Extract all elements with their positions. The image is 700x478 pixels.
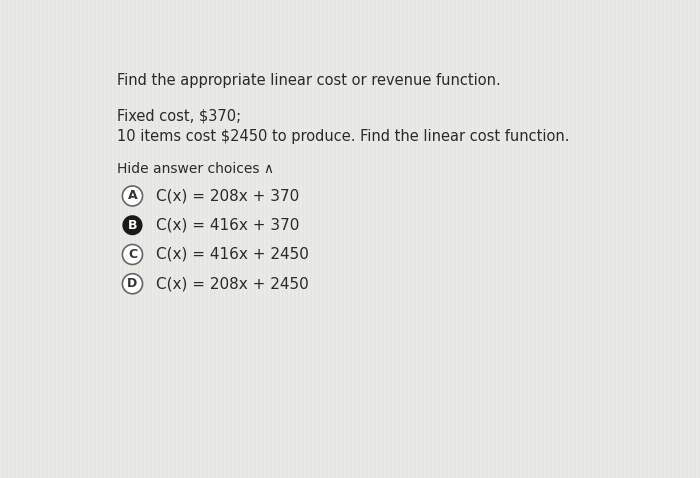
Text: Fixed cost, $370;: Fixed cost, $370; xyxy=(117,108,241,123)
Text: B: B xyxy=(127,219,137,232)
Circle shape xyxy=(122,215,143,235)
Text: C(x) = 416x + 2450: C(x) = 416x + 2450 xyxy=(155,247,309,262)
Text: A: A xyxy=(127,189,137,203)
Text: C: C xyxy=(128,248,137,261)
Text: D: D xyxy=(127,277,138,290)
Circle shape xyxy=(122,274,143,294)
Text: C(x) = 416x + 370: C(x) = 416x + 370 xyxy=(155,217,299,233)
Circle shape xyxy=(122,186,143,206)
Text: C(x) = 208x + 2450: C(x) = 208x + 2450 xyxy=(155,276,309,291)
Text: C(x) = 208x + 370: C(x) = 208x + 370 xyxy=(155,188,299,204)
Text: 10 items cost $2450 to produce. Find the linear cost function.: 10 items cost $2450 to produce. Find the… xyxy=(117,129,570,144)
Text: Find the appropriate linear cost or revenue function.: Find the appropriate linear cost or reve… xyxy=(117,73,500,88)
Text: Hide answer choices ∧: Hide answer choices ∧ xyxy=(117,162,274,176)
Circle shape xyxy=(122,244,143,264)
